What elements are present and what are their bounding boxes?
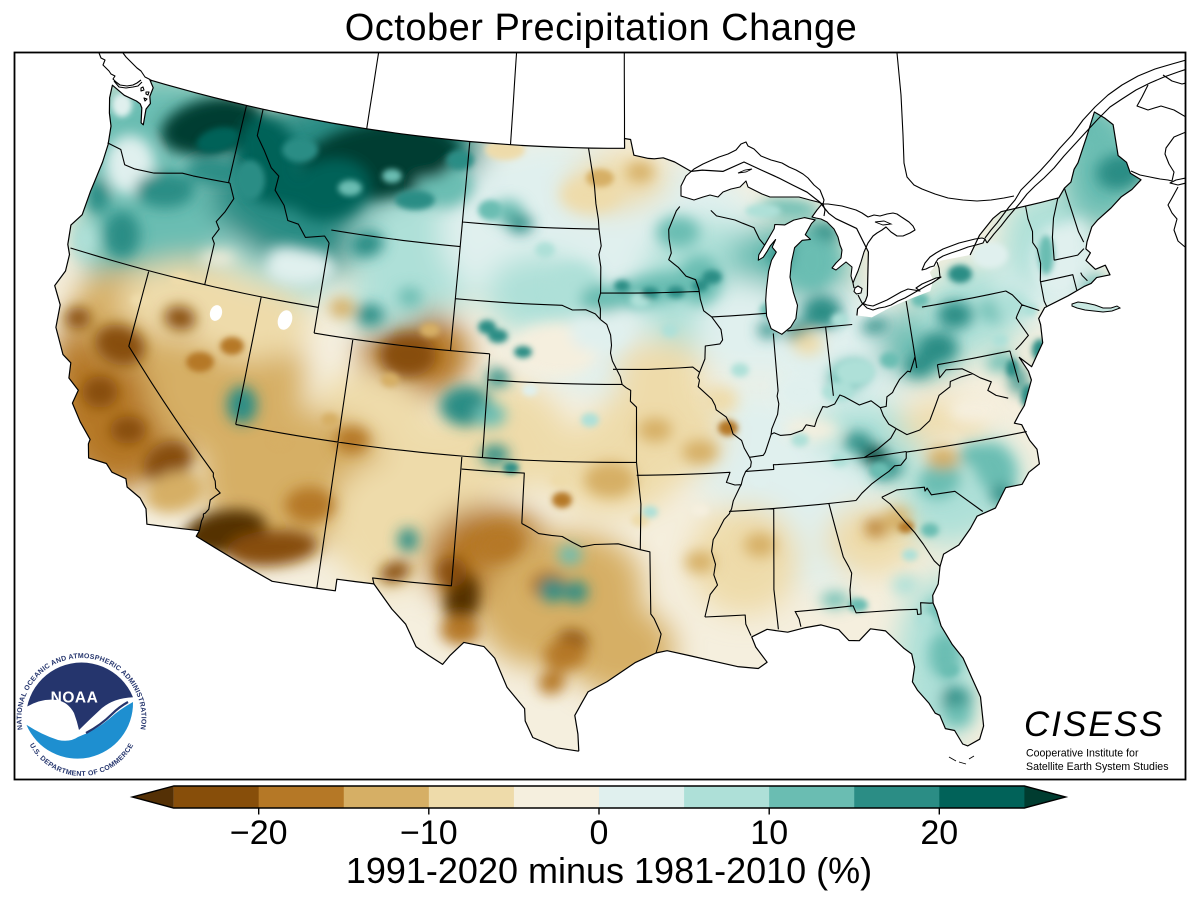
svg-text:−10: −10 — [400, 814, 458, 852]
svg-text:0: 0 — [590, 814, 609, 852]
svg-text:−20: −20 — [230, 814, 288, 852]
svg-text:1991-2020 minus 1981-2010 (%): 1991-2020 minus 1981-2010 (%) — [346, 850, 872, 891]
svg-text:NOAA: NOAA — [51, 690, 99, 707]
svg-text:20: 20 — [920, 814, 958, 852]
svg-text:October Precipitation Change: October Precipitation Change — [345, 7, 858, 49]
svg-text:Satellite Earth System Studies: Satellite Earth System Studies — [1026, 761, 1169, 773]
svg-text:10: 10 — [750, 814, 788, 852]
svg-text:Cooperative Institute for: Cooperative Institute for — [1026, 748, 1139, 760]
svg-text:CISESS: CISESS — [1024, 705, 1164, 744]
